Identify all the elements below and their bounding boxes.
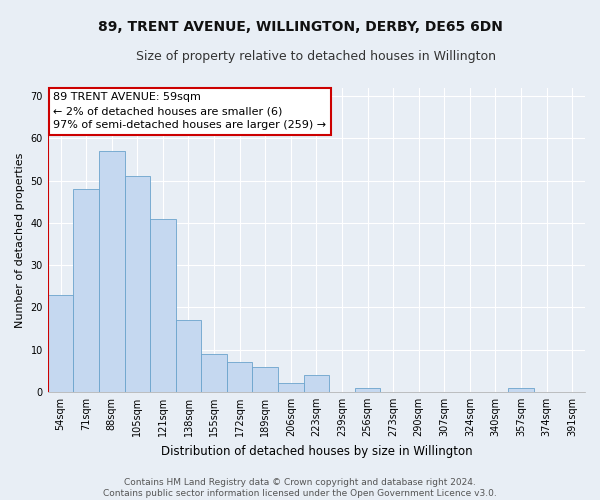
Bar xyxy=(253,366,278,392)
Bar xyxy=(201,354,227,392)
Bar xyxy=(48,295,73,392)
Bar xyxy=(278,384,304,392)
X-axis label: Distribution of detached houses by size in Willington: Distribution of detached houses by size … xyxy=(161,444,472,458)
Bar xyxy=(508,388,534,392)
Bar xyxy=(304,375,329,392)
Bar xyxy=(150,218,176,392)
Bar xyxy=(99,151,125,392)
Text: Contains HM Land Registry data © Crown copyright and database right 2024.
Contai: Contains HM Land Registry data © Crown c… xyxy=(103,478,497,498)
Bar xyxy=(355,388,380,392)
Text: 89, TRENT AVENUE, WILLINGTON, DERBY, DE65 6DN: 89, TRENT AVENUE, WILLINGTON, DERBY, DE6… xyxy=(98,20,502,34)
Title: Size of property relative to detached houses in Willington: Size of property relative to detached ho… xyxy=(136,50,496,63)
Text: 89 TRENT AVENUE: 59sqm
← 2% of detached houses are smaller (6)
97% of semi-detac: 89 TRENT AVENUE: 59sqm ← 2% of detached … xyxy=(53,92,326,130)
Y-axis label: Number of detached properties: Number of detached properties xyxy=(15,152,25,328)
Bar xyxy=(125,176,150,392)
Bar xyxy=(73,189,99,392)
Bar xyxy=(176,320,201,392)
Bar xyxy=(227,362,253,392)
